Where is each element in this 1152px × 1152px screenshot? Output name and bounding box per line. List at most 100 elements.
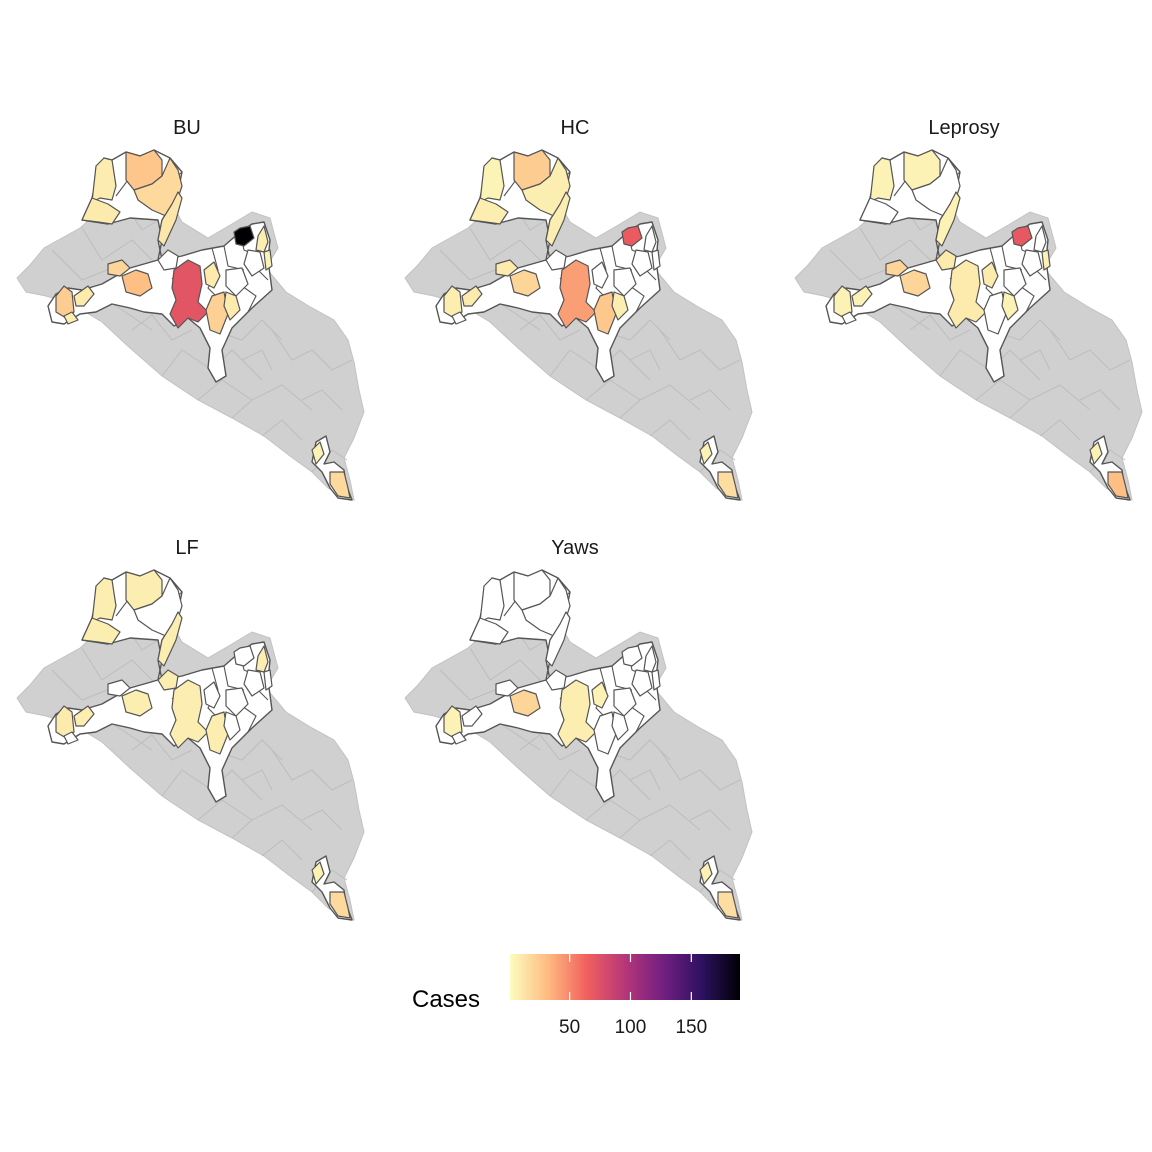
admin-boundary bbox=[619, 399, 691, 441]
district-se-a bbox=[311, 861, 325, 885]
district-south-a bbox=[593, 711, 617, 755]
district-ne-right bbox=[263, 669, 273, 691]
district-coast-c bbox=[451, 731, 467, 745]
district-east-b bbox=[243, 249, 265, 277]
district-east-a bbox=[613, 267, 637, 297]
legend-colorbar bbox=[510, 954, 740, 1000]
district-nw-left bbox=[81, 617, 121, 645]
district-center-small bbox=[935, 249, 957, 271]
country-shape bbox=[404, 183, 753, 501]
panel-yaws: Yaws bbox=[404, 537, 753, 921]
district-center-main bbox=[947, 259, 987, 329]
panel-leprosy: Leprosy bbox=[794, 117, 1143, 501]
district-center-right bbox=[203, 261, 221, 289]
district-nw-left bbox=[469, 617, 509, 645]
district-ne-top bbox=[233, 225, 255, 247]
district-center-main bbox=[557, 679, 597, 749]
district-boundary bbox=[241, 285, 257, 313]
district-south-b bbox=[1001, 291, 1019, 321]
district-ne-mid bbox=[1033, 225, 1047, 253]
district-ne-right bbox=[651, 249, 661, 271]
district-center-small bbox=[157, 669, 179, 691]
legend-tick-label: 100 bbox=[615, 1017, 647, 1038]
admin-boundary bbox=[271, 749, 353, 791]
district-nw-strip bbox=[545, 611, 571, 667]
admin-boundary bbox=[469, 647, 551, 691]
admin-boundary bbox=[659, 329, 741, 371]
district-ne-top bbox=[621, 225, 643, 247]
district-nw-top-a bbox=[91, 577, 117, 623]
district-nw-top-a bbox=[479, 577, 505, 623]
district-ne-top bbox=[1011, 225, 1033, 247]
panel-title: LF bbox=[175, 537, 198, 559]
district-coast-b bbox=[461, 705, 483, 727]
admin-boundary bbox=[241, 769, 273, 791]
district-coast-b bbox=[461, 285, 483, 307]
country-map bbox=[794, 149, 1143, 501]
district-center-right bbox=[203, 681, 221, 709]
district-center-small bbox=[545, 669, 567, 691]
district-boundary bbox=[1035, 269, 1047, 281]
country-map bbox=[404, 569, 753, 921]
district-nw-strip bbox=[935, 191, 961, 247]
district-boundary bbox=[257, 269, 269, 281]
admin-boundary bbox=[909, 314, 971, 341]
district-east-b bbox=[1021, 249, 1043, 277]
district-se-a bbox=[1089, 441, 1103, 465]
country-map bbox=[16, 569, 365, 921]
panel-title: HC bbox=[561, 117, 590, 139]
country-shape bbox=[404, 603, 753, 921]
district-boundary bbox=[1019, 285, 1035, 313]
admin-boundary bbox=[231, 819, 303, 861]
district-east-a bbox=[613, 687, 637, 717]
district-nw-left bbox=[469, 197, 509, 225]
district-south-b bbox=[223, 711, 241, 741]
admin-boundary bbox=[659, 749, 741, 791]
district-se-b bbox=[1107, 471, 1129, 499]
district-boundary bbox=[241, 705, 257, 733]
district-boundary bbox=[645, 269, 657, 281]
legend-ticks: 50 100 150 bbox=[559, 954, 707, 1038]
district-coast-a bbox=[55, 285, 75, 319]
district-ne-mid bbox=[255, 225, 269, 253]
district-ne-top bbox=[621, 645, 643, 667]
district-west-a bbox=[495, 679, 519, 697]
facet-panels: BU HC Leprosy LF Yaws bbox=[16, 117, 1143, 921]
admin-boundary bbox=[689, 389, 731, 411]
district-east-b bbox=[243, 669, 265, 697]
admin-boundary bbox=[629, 349, 661, 371]
panel-lf: LF bbox=[16, 537, 365, 921]
district-nw-top-a bbox=[869, 157, 895, 203]
admin-boundary bbox=[689, 809, 731, 831]
district-ne-top bbox=[233, 645, 255, 667]
admin-boundary bbox=[469, 227, 551, 271]
admin-boundary bbox=[241, 349, 273, 371]
admin-boundary bbox=[859, 227, 941, 271]
district-south-a bbox=[205, 291, 229, 335]
admin-boundary bbox=[81, 227, 163, 271]
district-east-b bbox=[631, 669, 653, 697]
district-ne-right bbox=[263, 249, 273, 271]
district-boundary bbox=[645, 689, 657, 701]
district-nw-strip bbox=[157, 191, 183, 247]
district-coast-c bbox=[841, 311, 857, 325]
district-east-b bbox=[631, 249, 653, 277]
district-center-left bbox=[121, 269, 153, 297]
admin-boundary bbox=[1009, 399, 1081, 441]
district-center-right bbox=[591, 261, 609, 289]
country-map bbox=[16, 149, 365, 501]
district-coast-a bbox=[443, 705, 463, 739]
district-nw-left bbox=[81, 197, 121, 225]
district-ne-mid bbox=[643, 225, 657, 253]
admin-boundary bbox=[131, 314, 193, 341]
admin-boundary bbox=[519, 314, 581, 341]
district-coast-c bbox=[63, 731, 79, 745]
district-center-left bbox=[509, 689, 541, 717]
district-coast-a bbox=[55, 705, 75, 739]
admin-boundary bbox=[301, 809, 343, 831]
admin-boundary bbox=[131, 734, 193, 761]
district-coast-a bbox=[833, 285, 853, 319]
country-shape bbox=[16, 603, 365, 921]
district-center-small bbox=[545, 249, 567, 271]
district-se-a bbox=[699, 441, 713, 465]
